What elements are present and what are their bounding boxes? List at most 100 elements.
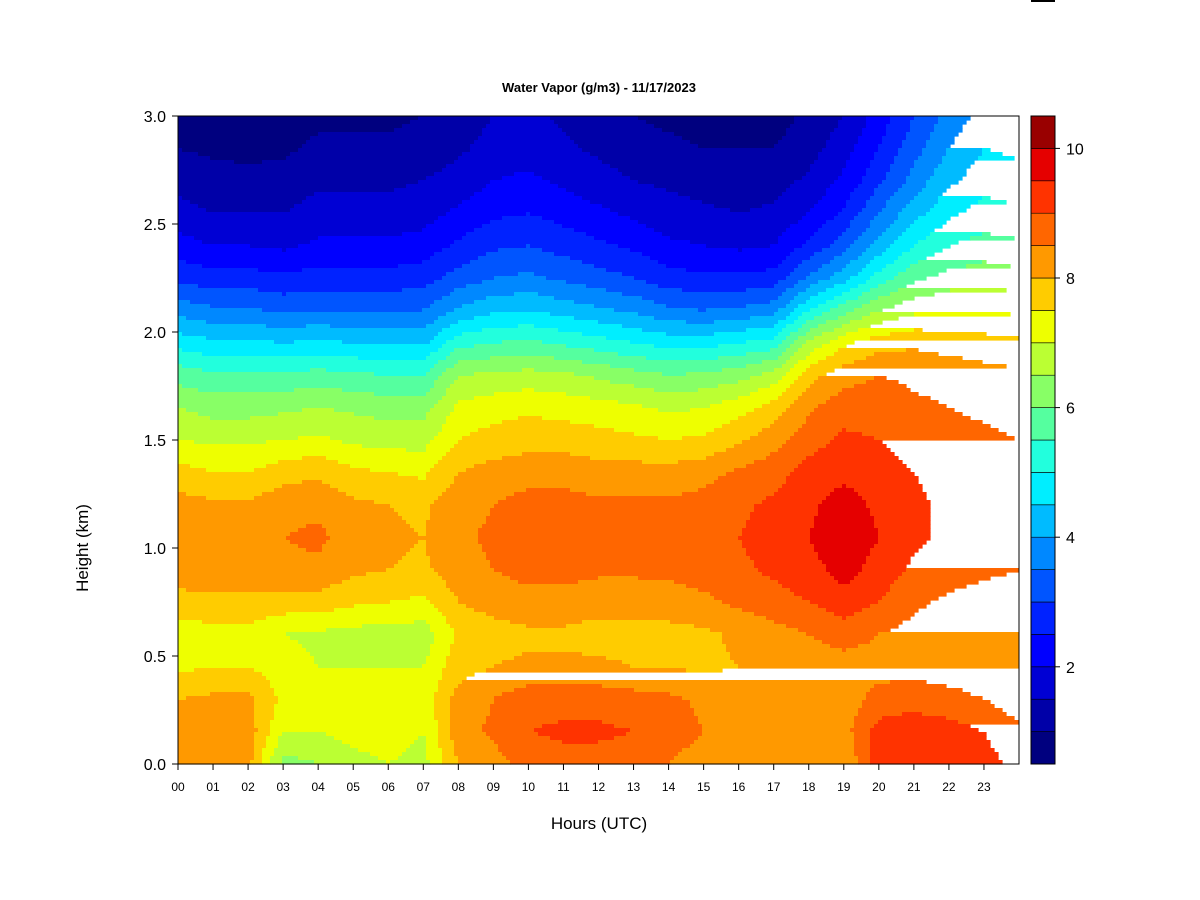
heatmap-cell bbox=[862, 292, 891, 297]
heatmap-cell bbox=[446, 392, 495, 397]
heatmap-cell bbox=[394, 188, 483, 193]
heatmap-cell bbox=[822, 224, 851, 229]
heatmap-cell bbox=[898, 212, 927, 217]
heatmap-cell bbox=[334, 736, 419, 741]
heatmap-cell bbox=[926, 140, 955, 145]
heatmap-cell bbox=[270, 728, 439, 733]
heatmap-cell bbox=[434, 172, 515, 177]
x-tick-label: 16 bbox=[732, 780, 746, 794]
heatmap-cell bbox=[178, 504, 391, 509]
heatmap-cell bbox=[178, 168, 443, 173]
heatmap-cell bbox=[778, 396, 799, 401]
heatmap-cell bbox=[826, 608, 863, 613]
heatmap-cell bbox=[450, 324, 519, 329]
heatmap-cell bbox=[722, 636, 815, 641]
heatmap-cell bbox=[770, 348, 787, 353]
heatmap-cell bbox=[334, 608, 439, 613]
heatmap-cell bbox=[186, 408, 303, 413]
heatmap-cell bbox=[854, 384, 907, 389]
heatmap-cell bbox=[594, 236, 671, 241]
heatmap-cell bbox=[326, 540, 419, 545]
heatmap-cell bbox=[342, 388, 431, 393]
heatmap-cell bbox=[198, 284, 427, 289]
heatmap-cell bbox=[886, 248, 911, 253]
heatmap-cell bbox=[606, 336, 775, 341]
heatmap-cell bbox=[654, 228, 787, 233]
heatmap-cell bbox=[838, 120, 867, 125]
heatmap-cell bbox=[690, 240, 779, 245]
heatmap-cell bbox=[458, 376, 595, 381]
heatmap-cell bbox=[178, 440, 195, 445]
heatmap-cell bbox=[526, 212, 531, 217]
heatmap-cell bbox=[386, 568, 435, 573]
heatmap-cell bbox=[766, 456, 807, 461]
heatmap-cell bbox=[930, 208, 967, 213]
heatmap-cell bbox=[326, 532, 419, 537]
heatmap-cell bbox=[442, 760, 459, 765]
heatmap-cell bbox=[886, 204, 907, 209]
heatmap-cell bbox=[862, 252, 883, 257]
heatmap-cell bbox=[834, 488, 855, 493]
heatmap-cell bbox=[662, 128, 787, 133]
heatmap-cell bbox=[878, 540, 927, 545]
heatmap-cell bbox=[790, 300, 807, 305]
heatmap-cell bbox=[818, 512, 871, 517]
heatmap-cell bbox=[850, 224, 871, 229]
heatmap-cell bbox=[826, 140, 859, 145]
heatmap-cell bbox=[782, 376, 799, 381]
heatmap-cell bbox=[786, 408, 815, 413]
heatmap-cell bbox=[838, 304, 863, 309]
heatmap-cell bbox=[442, 672, 475, 677]
x-tick-label: 11 bbox=[557, 780, 570, 794]
heatmap-cell bbox=[494, 700, 691, 705]
heatmap-cell bbox=[686, 268, 767, 273]
heatmap-cell bbox=[822, 196, 851, 201]
heatmap-cell bbox=[454, 444, 735, 449]
heatmap-cell bbox=[438, 736, 451, 741]
heatmap-cell bbox=[686, 668, 723, 673]
heatmap-cell bbox=[178, 476, 419, 481]
heatmap-cell bbox=[450, 708, 491, 713]
heatmap-cell bbox=[482, 544, 743, 549]
heatmap-cell bbox=[574, 372, 663, 377]
heatmap-cell bbox=[854, 724, 875, 729]
heatmap-cell bbox=[490, 708, 695, 713]
heatmap-cell bbox=[314, 760, 387, 765]
heatmap-cell bbox=[638, 220, 799, 225]
heatmap-cell bbox=[290, 152, 463, 157]
heatmap-cell bbox=[306, 548, 323, 553]
heatmap-cell bbox=[474, 464, 747, 469]
heatmap-cell bbox=[790, 224, 823, 229]
heatmap-cell bbox=[934, 128, 963, 133]
heatmap-cell bbox=[746, 340, 783, 345]
heatmap-cell bbox=[206, 496, 255, 501]
heatmap-cell bbox=[262, 756, 271, 761]
heatmap-cell bbox=[178, 288, 259, 293]
heatmap-cell bbox=[678, 460, 755, 465]
heatmap-cell bbox=[298, 244, 451, 249]
heatmap-cell bbox=[822, 312, 847, 317]
heatmap-cell bbox=[786, 324, 803, 329]
heatmap-cell bbox=[462, 152, 591, 157]
heatmap-cell bbox=[570, 136, 683, 141]
heatmap-cell bbox=[766, 616, 843, 621]
heatmap-cell bbox=[178, 380, 435, 385]
heatmap-cell bbox=[370, 468, 431, 473]
heatmap-cell bbox=[714, 428, 763, 433]
heatmap-cell bbox=[178, 364, 183, 369]
heatmap-cell bbox=[810, 352, 835, 357]
heatmap-cell bbox=[454, 336, 607, 341]
heatmap-cell bbox=[854, 732, 871, 737]
heatmap-cell bbox=[858, 760, 871, 765]
heatmap-cell bbox=[870, 260, 895, 265]
heatmap-cell bbox=[690, 700, 863, 705]
heatmap-cell bbox=[622, 324, 775, 329]
heatmap-cell bbox=[878, 296, 915, 301]
heatmap-cell bbox=[762, 428, 799, 433]
heatmap-cell bbox=[442, 748, 455, 753]
heatmap-cell bbox=[750, 316, 787, 321]
heatmap-cell bbox=[806, 632, 879, 637]
heatmap-cell bbox=[790, 124, 839, 129]
heatmap-cell bbox=[482, 224, 563, 229]
heatmap-cell bbox=[178, 188, 395, 193]
